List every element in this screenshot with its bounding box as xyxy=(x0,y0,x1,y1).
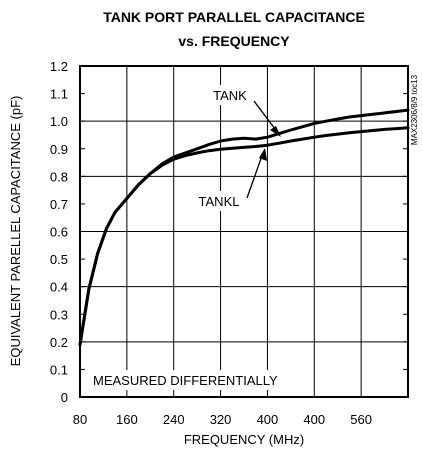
x-tick-label: 400 xyxy=(257,412,279,427)
measured-label: MEASURED DIFFERENTIALLY xyxy=(93,373,278,388)
y-tick-label: 0.6 xyxy=(50,225,68,240)
series-line-tank xyxy=(78,108,410,347)
side-label: MAX2306/8/9 toc13 xyxy=(410,74,419,145)
tank-label: TANK xyxy=(213,88,247,103)
x-tick-label: 240 xyxy=(163,412,185,427)
tankl-arrow-head xyxy=(259,148,267,161)
x-tick-label: 560 xyxy=(350,412,372,427)
y-tick-label: 0.7 xyxy=(50,197,68,212)
grid xyxy=(80,66,408,397)
y-tick-label: 0.2 xyxy=(50,335,68,350)
tankl-arrow-line xyxy=(246,152,264,199)
x-tick-label: 320 xyxy=(210,412,232,427)
y-tick-label: 0 xyxy=(61,390,68,405)
y-tick-label: 0.8 xyxy=(50,169,68,184)
x-tick-label: 160 xyxy=(116,412,138,427)
y-tick-label: 0.9 xyxy=(50,142,68,157)
y-axis-title: EQUIVALENT PARELLEL CAPACITANCE (pF) xyxy=(8,96,23,367)
x-axis-ticks: 80 160 240 320 400 400 560 xyxy=(73,412,372,427)
chart-subtitle: vs. FREQUENCY xyxy=(178,33,290,49)
y-tick-label: 0.5 xyxy=(50,252,68,267)
measured-label-bg xyxy=(88,370,284,390)
y-tick-label: 0.4 xyxy=(50,280,68,295)
chart-title: TANK PORT PARALLEL CAPACITANCE xyxy=(103,9,365,25)
x-tick-label: 80 xyxy=(73,412,87,427)
tank-label-bg xyxy=(207,85,253,105)
y-tick-label: 1.1 xyxy=(50,87,68,102)
y-tick-label: 1.0 xyxy=(50,114,68,129)
tank-arrow-head xyxy=(270,126,281,137)
x-axis-title: FREQUENCY (MHz) xyxy=(184,432,304,447)
tankl-label-bg xyxy=(191,191,247,211)
tankl-label: TANKL xyxy=(199,194,240,209)
y-tick-label: 0.1 xyxy=(50,362,68,377)
series-line-tankl xyxy=(78,126,410,347)
y-tick-label: 0.3 xyxy=(50,307,68,322)
y-tick-label: 1.2 xyxy=(50,59,68,74)
x-tick-label: 400 xyxy=(303,412,325,427)
series-group xyxy=(78,108,410,347)
